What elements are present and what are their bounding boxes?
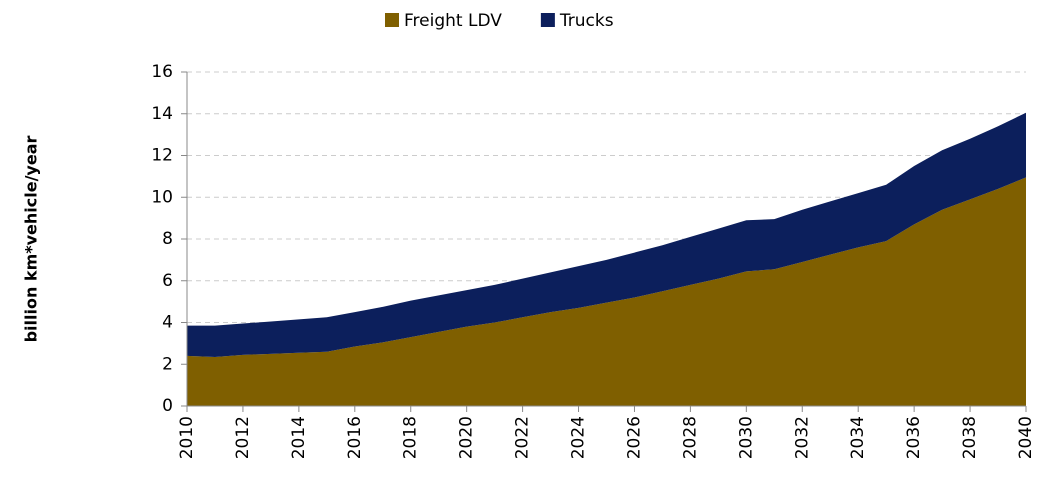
x-tick-label: 2032 (792, 416, 812, 459)
x-tick-label: 2034 (848, 416, 868, 459)
x-tick-label: 2010 (177, 416, 197, 459)
legend-label: Trucks (559, 11, 614, 31)
y-tick-label: 4 (162, 313, 173, 333)
x-tick-label: 2026 (624, 416, 644, 459)
legend-swatch (385, 13, 399, 27)
y-tick-label: 16 (151, 62, 173, 82)
y-axis-label: billion km*vehicle/year (22, 135, 41, 342)
x-tick-label: 2016 (345, 416, 365, 459)
x-tick-label: 2036 (904, 416, 924, 459)
y-tick-label: 12 (151, 146, 173, 166)
x-tick-label: 2024 (569, 416, 589, 459)
y-tick-label: 0 (162, 396, 173, 416)
y-tick-label: 14 (151, 104, 173, 124)
x-tick-label: 2040 (1016, 416, 1036, 459)
x-tick-label: 2030 (736, 416, 756, 459)
area (187, 177, 1026, 406)
y-tick-label: 10 (151, 187, 173, 207)
x-tick-label: 2022 (513, 416, 533, 459)
x-tick-label: 2012 (233, 416, 253, 459)
x-tick-label: 2018 (401, 416, 421, 459)
y-tick-label: 8 (162, 229, 173, 249)
x-tick-label: 2038 (960, 416, 980, 459)
y-tick-label: 2 (162, 354, 173, 374)
y-tick-label: 6 (162, 271, 173, 291)
legend-label: Freight LDV (404, 11, 502, 31)
x-tick-label: 2028 (680, 416, 700, 459)
x-tick-label: 2020 (457, 416, 477, 459)
x-tick-label: 2014 (289, 416, 309, 459)
legend-swatch (540, 13, 555, 27)
area (187, 112, 1026, 357)
